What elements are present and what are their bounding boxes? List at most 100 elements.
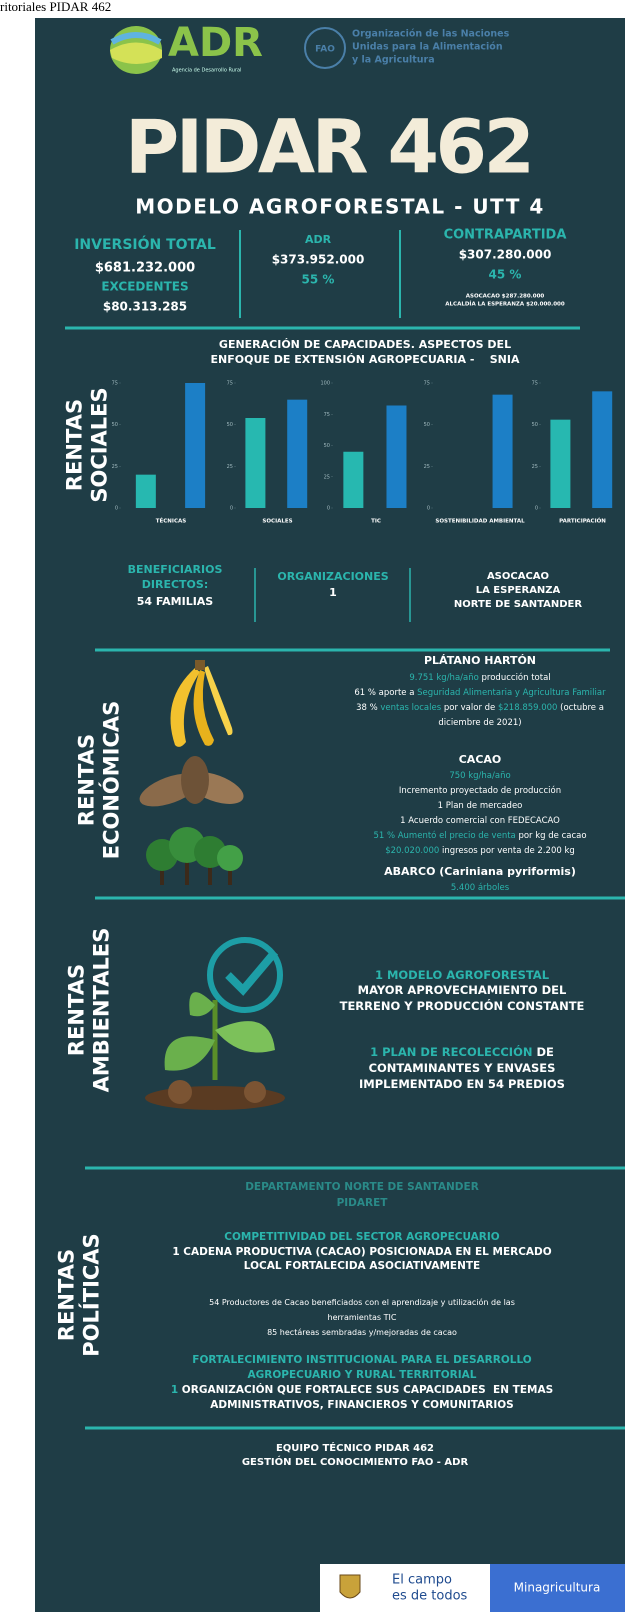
text-segment: ventas locales bbox=[380, 703, 441, 713]
infographic: ritoriales PIDAR 462 ADR Agencia de Desa… bbox=[0, 0, 644, 1612]
y-tick-label: 0 bbox=[427, 506, 430, 512]
fao-name: y la Agricultura bbox=[352, 55, 435, 66]
bar bbox=[550, 420, 570, 508]
text-segment: por kg de cacao bbox=[516, 831, 587, 841]
text-segment: 38 % bbox=[356, 703, 380, 713]
section-heading: SOCIALES bbox=[88, 387, 112, 502]
text-line: 1 PLAN DE RECOLECCIÓN DE bbox=[370, 1044, 554, 1059]
amount: $681.232.000 bbox=[95, 261, 195, 276]
text-line: 1 ORGANIZACIÓN QUE FORTALECE SUS CAPACID… bbox=[171, 1383, 553, 1396]
bar bbox=[592, 391, 612, 508]
y-tick-label: 25 bbox=[424, 464, 430, 470]
text-line: diciembre de 2021) bbox=[438, 718, 521, 728]
text-segment: ADMINISTRATIVOS, FINANCIEROS Y COMUNITAR… bbox=[210, 1399, 513, 1411]
share: 55 % bbox=[302, 273, 335, 287]
fao-mark: FAO bbox=[315, 45, 335, 55]
y-tick-label: 50 bbox=[532, 422, 538, 428]
text-segment: Seguridad Alimentaria y Agricultura Fami… bbox=[417, 688, 606, 698]
y-tick-label: 0 bbox=[230, 506, 233, 512]
crest bbox=[340, 1575, 360, 1598]
organization: NORTE DE SANTANDER bbox=[454, 599, 582, 610]
adr-tagline: Agencia de Desarrollo Rural bbox=[172, 68, 241, 74]
text-segment: 54 Productores de Cacao beneficiados con… bbox=[209, 1297, 515, 1307]
y-tick-label: 25 bbox=[112, 464, 118, 470]
text-line: 38 % ventas locales por valor de $218.85… bbox=[356, 703, 604, 713]
text-segment: 1 CADENA PRODUCTIVA (CACAO) POSICIONADA … bbox=[172, 1246, 551, 1258]
text-line: ADMINISTRATIVOS, FINANCIEROS Y COMUNITAR… bbox=[210, 1399, 513, 1411]
subtitle: MODELO AGROFORESTAL - UTT 4 bbox=[135, 195, 545, 219]
text-segment: AGROPECUARIO Y RURAL TERRITORIAL bbox=[248, 1369, 477, 1381]
y-tick-label: 0 bbox=[327, 506, 330, 512]
text-line: 61 % aporte a Seguridad Alimentaria y Ag… bbox=[354, 688, 606, 698]
section-heading: RENTAS bbox=[75, 734, 99, 826]
y-tick-label: 50 bbox=[227, 422, 233, 428]
y-tick-label: 25 bbox=[324, 474, 330, 480]
text-line: herramientas TIC bbox=[328, 1313, 397, 1322]
text-segment: DE bbox=[532, 1045, 554, 1059]
ministry: Minagricultura bbox=[514, 1581, 601, 1595]
text-line: PIDARET bbox=[337, 1197, 389, 1209]
bar bbox=[245, 418, 265, 508]
text-line: CONTAMINANTES Y ENVASES bbox=[369, 1061, 556, 1075]
text-line: ABARCO (Cariniana pyriformis) bbox=[384, 865, 576, 878]
text-segment: CACAO bbox=[459, 753, 502, 766]
y-tick-label: 50 bbox=[324, 443, 330, 449]
text-line: PLÁTANO HARTÓN bbox=[424, 654, 536, 667]
text-line: 750 kg/ha/año bbox=[449, 771, 510, 781]
text-segment: TERRENO Y PRODUCCIÓN CONSTANTE bbox=[340, 998, 585, 1013]
text-segment: (octubre a bbox=[557, 703, 603, 713]
text-line: 1 MODELO AGROFORESTAL bbox=[375, 968, 550, 982]
chart-title: ENFOQUE DE EXTENSIÓN AGROPECUARIA - SNIA bbox=[211, 353, 520, 366]
value: 54 FAMILIAS bbox=[137, 595, 214, 608]
section-heading: AMBIENTALES bbox=[90, 928, 114, 1093]
text-segment: PLÁTANO HARTÓN bbox=[424, 654, 536, 667]
adr-name: ADR bbox=[168, 20, 263, 66]
y-tick-label: 75 bbox=[112, 381, 118, 387]
text-line: 1 Acuerdo comercial con FEDECACAO bbox=[400, 816, 560, 826]
text-segment: ORGANIZACIÓN QUE FORTALECE SUS CAPACIDAD… bbox=[178, 1383, 553, 1396]
text-line: CACAO bbox=[459, 753, 502, 766]
x-tick-label: TÉCNICAS bbox=[156, 517, 186, 525]
x-tick-label: PARTICIPACIÓN bbox=[559, 518, 606, 525]
y-tick-label: 75 bbox=[532, 381, 538, 387]
text-segment: 5.400 árboles bbox=[451, 883, 510, 893]
y-tick-label: 25 bbox=[227, 464, 233, 470]
text-line: COMPETITIVIDAD DEL SECTOR AGROPECUARIO bbox=[224, 1231, 499, 1243]
text-line: MAYOR APROVECHAMIENTO DEL bbox=[358, 983, 567, 997]
y-tick-label: 75 bbox=[324, 412, 330, 418]
amount: $373.952.000 bbox=[272, 253, 365, 267]
section-heading: RENTAS bbox=[63, 399, 87, 491]
text-segment: 1 bbox=[171, 1384, 178, 1396]
label: ADR bbox=[305, 233, 332, 246]
title: PIDAR 462 bbox=[125, 105, 535, 191]
y-tick-label: 25 bbox=[532, 464, 538, 470]
organization: LA ESPERANZA bbox=[476, 585, 561, 596]
detail: ASOCACAO $287.280.000 bbox=[466, 294, 545, 300]
text-line: FORTALECIMIENTO INSTITUCIONAL PARA EL DE… bbox=[192, 1354, 531, 1366]
fao-name: Organización de las Naciones bbox=[352, 29, 510, 40]
credit: GESTIÓN DEL CONOCIMIENTO FAO - ADR bbox=[242, 1455, 469, 1468]
text-line: IMPLEMENTADO EN 54 PREDIOS bbox=[359, 1077, 565, 1091]
text-segment: ingresos por venta de 2.200 kg bbox=[439, 846, 575, 856]
fao-name: Unidas para la Alimentación bbox=[352, 42, 503, 53]
text-line: LOCAL FORTALECIDA ASOCIATIVAMENTE bbox=[244, 1260, 480, 1272]
credit: EQUIPO TÉCNICO PIDAR 462 bbox=[276, 1441, 434, 1454]
detail: ALCALDÍA LA ESPERANZA $20.000.000 bbox=[445, 300, 565, 308]
text-segment: 1 Acuerdo comercial con FEDECACAO bbox=[400, 816, 560, 826]
amount: $80.313.285 bbox=[103, 300, 187, 314]
text-line: TERRENO Y PRODUCCIÓN CONSTANTE bbox=[340, 998, 585, 1013]
section-heading: POLÍTICAS bbox=[79, 1233, 104, 1356]
x-tick-label: SOSTENIBILIDAD AMBIENTAL bbox=[435, 519, 525, 525]
text-segment: diciembre de 2021) bbox=[438, 718, 521, 728]
text-line: 5.400 árboles bbox=[451, 883, 510, 893]
slogan: es de todos bbox=[392, 1589, 468, 1604]
label: DIRECTOS: bbox=[142, 578, 208, 591]
text-segment: 750 kg/ha/año bbox=[449, 771, 510, 781]
bar bbox=[287, 400, 307, 508]
y-tick-label: 50 bbox=[424, 422, 430, 428]
text-line: 1 CADENA PRODUCTIVA (CACAO) POSICIONADA … bbox=[172, 1246, 551, 1258]
text-segment: $20.020.000 bbox=[385, 846, 439, 856]
label: CONTRAPARTIDA bbox=[444, 228, 567, 243]
text-line: 1 Plan de mercadeo bbox=[438, 801, 523, 811]
text-segment: herramientas TIC bbox=[328, 1313, 397, 1322]
